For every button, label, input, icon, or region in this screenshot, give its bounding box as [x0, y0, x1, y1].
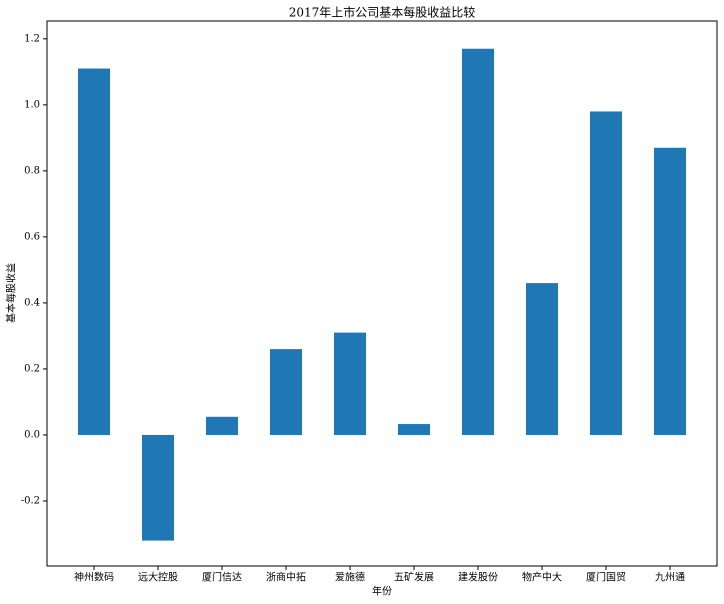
bar	[462, 48, 494, 435]
bar	[206, 416, 238, 435]
bar	[78, 68, 110, 435]
bar	[526, 283, 558, 435]
y-tick-label: 0.6	[24, 231, 40, 242]
y-tick-label: -0.2	[21, 495, 40, 506]
bar	[654, 147, 686, 435]
y-tick-label: 1.0	[24, 99, 40, 110]
x-tick-label: 五矿发展	[394, 571, 434, 584]
y-tick-label: 1.2	[24, 33, 40, 44]
bar	[270, 349, 302, 435]
x-tick-label: 神州数码	[74, 571, 114, 584]
x-tick-label: 九州通	[655, 572, 685, 584]
x-tick-label: 建发股份	[458, 571, 498, 584]
x-tick-label: 厦门信达	[202, 571, 242, 584]
y-tick-label: 0.0	[24, 429, 40, 440]
x-tick-label: 浙商中拓	[266, 571, 306, 584]
y-axis-label: 基本每股收益	[5, 263, 18, 323]
y-tick-label: 0.4	[24, 297, 40, 308]
chart-title: 2017年上市公司基本每股收益比较	[289, 5, 476, 20]
x-tick-label: 物产中大	[522, 571, 562, 584]
bar	[590, 111, 622, 435]
x-tick-label: 远大控股	[138, 571, 178, 584]
plot-frame	[46, 20, 718, 567]
bar	[334, 332, 366, 435]
x-tick-label: 爱施德	[335, 571, 365, 584]
bar	[398, 424, 430, 435]
y-tick-label: 0.2	[24, 363, 40, 374]
bar	[142, 434, 174, 541]
x-tick-label: 厦门国贸	[586, 571, 626, 584]
y-tick-label: 0.8	[24, 165, 40, 176]
x-axis-label: 年份	[372, 585, 392, 598]
